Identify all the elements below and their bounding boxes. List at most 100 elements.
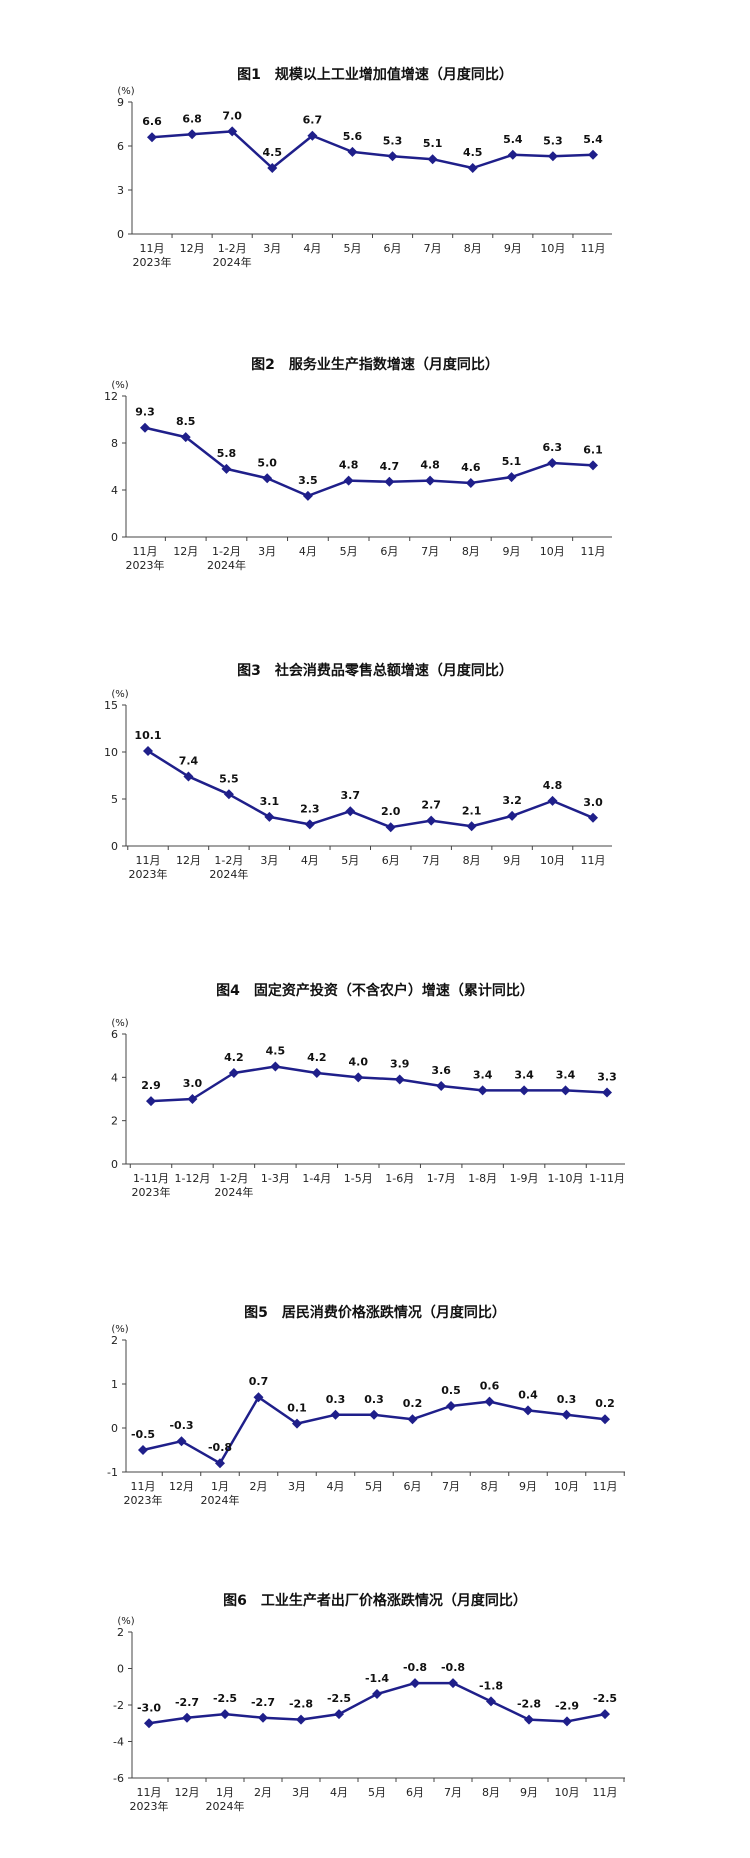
data-label: 6.3 bbox=[543, 441, 563, 454]
data-point bbox=[176, 1436, 187, 1447]
data-label: -2.7 bbox=[251, 1696, 275, 1709]
x-tick-label: 5月 bbox=[368, 1786, 386, 1799]
data-point bbox=[600, 1414, 610, 1425]
data-label: 5.5 bbox=[219, 772, 239, 785]
chart-4-title: 图4 固定资产投资（不含农户）增速（累计同比） bbox=[216, 983, 534, 999]
data-point bbox=[600, 1709, 610, 1720]
y-tick-label: -4 bbox=[113, 1736, 124, 1749]
data-point bbox=[448, 1678, 458, 1689]
data-label: 6.6 bbox=[142, 115, 162, 128]
data-point bbox=[223, 789, 234, 800]
x-tick-label: 12月 bbox=[169, 1480, 194, 1493]
data-label: 5.3 bbox=[383, 134, 403, 147]
data-point bbox=[262, 473, 273, 484]
data-point bbox=[507, 810, 518, 821]
y-tick-label: 0 bbox=[117, 1663, 124, 1676]
series-line bbox=[144, 426, 594, 498]
data-label: 3.0 bbox=[183, 1077, 203, 1090]
data-point bbox=[465, 477, 476, 488]
x-tick-label: 9月 bbox=[519, 1480, 537, 1493]
data-label: 4.6 bbox=[461, 461, 481, 474]
data-label: 3.6 bbox=[431, 1064, 451, 1077]
x-tick-label: 3月 bbox=[292, 1786, 310, 1799]
x-tick-label: 8月 bbox=[462, 545, 480, 558]
data-label: 0.2 bbox=[403, 1397, 423, 1410]
x-tick-label: 12月 bbox=[176, 854, 201, 867]
data-label: 3.1 bbox=[260, 795, 280, 808]
x-tick-label: 1-8月 bbox=[468, 1172, 497, 1185]
data-point bbox=[304, 819, 315, 830]
data-label: -2.8 bbox=[517, 1698, 541, 1711]
y-tick-label: 0 bbox=[117, 228, 124, 241]
data-label: -0.8 bbox=[403, 1661, 427, 1674]
x-tick-label: 1-2月 bbox=[214, 854, 243, 867]
y-tick-label: -1 bbox=[107, 1466, 118, 1479]
data-point bbox=[426, 815, 437, 826]
x-tick-label: 3月 bbox=[288, 1480, 306, 1493]
data-point bbox=[519, 1085, 530, 1096]
x-tick-label: 12月 bbox=[180, 242, 205, 255]
chart-5-unit: (%) bbox=[111, 1324, 128, 1335]
data-label: 5.3 bbox=[543, 134, 563, 147]
data-label: 2.9 bbox=[141, 1079, 161, 1092]
data-label: 5.1 bbox=[502, 455, 522, 468]
data-point bbox=[372, 1689, 382, 1700]
data-label: 6.7 bbox=[303, 114, 323, 127]
data-label: 2.7 bbox=[421, 799, 441, 812]
data-label: -2.5 bbox=[213, 1692, 237, 1705]
data-label: -0.3 bbox=[169, 1419, 193, 1432]
data-point bbox=[410, 1678, 420, 1689]
y-tick-label: -6 bbox=[113, 1772, 124, 1785]
x-tick-label: 1-10月 bbox=[548, 1172, 584, 1185]
data-point bbox=[384, 476, 395, 487]
data-point bbox=[588, 149, 598, 160]
data-point bbox=[425, 475, 436, 486]
data-label: 4.8 bbox=[339, 459, 359, 472]
data-point bbox=[486, 1696, 496, 1707]
x-tick-label: 1-4月 bbox=[302, 1172, 331, 1185]
y-tick-label: 15 bbox=[104, 699, 118, 712]
data-point bbox=[560, 1085, 571, 1096]
x-tick-label: 2月 bbox=[250, 1480, 268, 1493]
data-label: -0.8 bbox=[441, 1661, 465, 1674]
x-tick-label: 1-12月 bbox=[174, 1172, 210, 1185]
data-point bbox=[446, 1401, 456, 1411]
year-label: 2024年 bbox=[209, 867, 248, 881]
data-point bbox=[258, 1712, 268, 1723]
x-tick-label: 5月 bbox=[343, 242, 361, 255]
y-tick-label: 0 bbox=[111, 531, 118, 544]
x-tick-label: 7月 bbox=[421, 545, 439, 558]
x-tick-label: 6月 bbox=[406, 1786, 424, 1799]
year-label: 2024年 bbox=[207, 558, 246, 572]
x-tick-label: 7月 bbox=[424, 242, 442, 255]
x-tick-label: 1月 bbox=[216, 1786, 234, 1799]
x-tick-label: 5月 bbox=[341, 854, 359, 867]
data-point bbox=[334, 1709, 344, 1720]
data-point bbox=[343, 475, 354, 486]
data-point bbox=[436, 1081, 447, 1091]
x-tick-label: 6月 bbox=[404, 1480, 422, 1493]
y-tick-label: 2 bbox=[117, 1626, 124, 1639]
data-point bbox=[307, 130, 318, 141]
x-tick-label: 11月 bbox=[136, 854, 161, 867]
y-tick-label: 6 bbox=[111, 1028, 118, 1041]
data-label: -2.9 bbox=[555, 1699, 579, 1712]
data-point bbox=[588, 460, 598, 471]
data-label: 0.1 bbox=[287, 1402, 307, 1415]
chart-2-title: 图2 服务业生产指数增速（月度同比） bbox=[251, 357, 499, 373]
data-label: 4.8 bbox=[420, 459, 440, 472]
data-point bbox=[228, 1068, 239, 1078]
y-tick-label: 2 bbox=[111, 1115, 118, 1128]
year-label: 2024年 bbox=[206, 1799, 245, 1813]
x-tick-label: 5月 bbox=[340, 545, 358, 558]
data-label: -2.8 bbox=[289, 1698, 313, 1711]
data-label: 0.6 bbox=[480, 1380, 500, 1393]
x-tick-label: 4月 bbox=[330, 1786, 348, 1799]
data-label: 5.8 bbox=[217, 447, 237, 460]
data-point bbox=[227, 126, 238, 137]
data-point bbox=[138, 1445, 148, 1455]
year-label: 2023年 bbox=[132, 1185, 171, 1199]
